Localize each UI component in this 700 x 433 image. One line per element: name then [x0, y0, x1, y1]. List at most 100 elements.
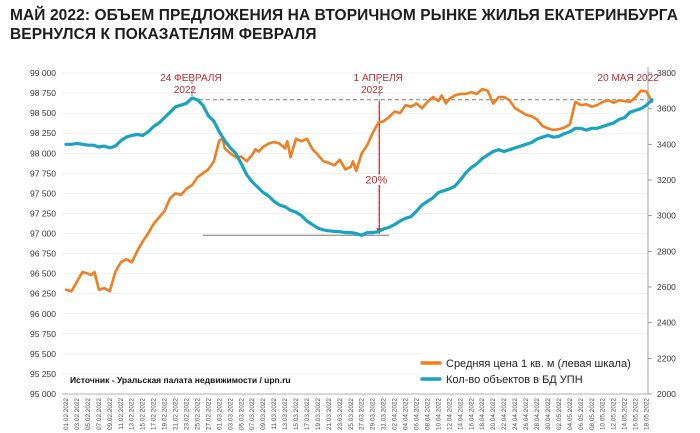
x-tick-label: 04.04.2022 — [403, 398, 410, 430]
x-tick-label: 01.03.2022 — [216, 398, 223, 430]
left-tick-label: 96 000 — [30, 309, 56, 319]
x-tick-label: 23.03.2022 — [337, 398, 344, 430]
right-tick-label: 3400 — [657, 139, 676, 149]
x-tick-label: 08.04.2022 — [424, 398, 431, 430]
left-tick-label: 95 000 — [30, 389, 56, 399]
x-tick-label: 18.04.2022 — [479, 398, 486, 430]
left-tick-label: 95 750 — [30, 329, 56, 339]
right-tick-label: 2800 — [657, 246, 676, 256]
x-tick-label: 06.04.2022 — [414, 398, 421, 430]
x-tick-label: 10.05.2022 — [600, 398, 607, 430]
left-tick-label: 95 500 — [30, 349, 56, 359]
right-tick-label: 3600 — [657, 104, 676, 114]
legend-label: Средняя цена 1 кв. м (левая шкала) — [446, 358, 631, 370]
right-tick-label: 3200 — [657, 175, 676, 185]
left-tick-label: 99 000 — [30, 68, 56, 78]
x-tick-label: 15.03.2022 — [293, 398, 300, 430]
left-tick-label: 98 750 — [30, 88, 56, 98]
left-tick-label: 97 000 — [30, 229, 56, 239]
x-tick-label: 10.04.2022 — [435, 398, 442, 430]
x-tick-label: 05.03.2022 — [238, 398, 245, 430]
x-tick-label: 11.02.2022 — [118, 398, 125, 430]
x-tick-label: 29.03.2022 — [370, 398, 377, 430]
x-tick-label: 06.05.2022 — [578, 398, 585, 430]
x-axis: 01.02.2022 03.02.2022 05.02.2022 07.02.2022… — [62, 393, 651, 430]
x-tick-label: 22.04.2022 — [501, 398, 508, 430]
x-tick-label: 31.03.2022 — [381, 398, 388, 430]
x-tick-label: 25.03.2022 — [348, 398, 355, 430]
count-series-line — [64, 96, 654, 237]
x-tick-label: 04.05.2022 — [567, 398, 574, 430]
x-tick-label: 15.02.2022 — [140, 398, 147, 430]
x-tick-label: 26.04.2022 — [523, 398, 530, 430]
x-tick-label: 13.03.2022 — [282, 398, 289, 430]
x-tick-label: 07.03.2022 — [249, 398, 256, 430]
source-note: Источник - Уральская палата недвижимости… — [70, 375, 291, 385]
x-tick-label: 08.05.2022 — [589, 398, 596, 430]
x-tick-label: 25.02.2022 — [194, 398, 201, 430]
x-tick-label: 19.02.2022 — [162, 398, 169, 430]
x-tick-label: 11.03.2022 — [271, 398, 278, 430]
x-tick-label: 07.02.2022 — [96, 398, 103, 430]
right-tick-label: 2400 — [657, 318, 676, 328]
annotation-date-label: 24 ФЕВРАЛЯ — [160, 73, 222, 84]
annotation-date-label: 20 МАЯ 2022 — [598, 73, 660, 84]
x-tick-label: 20.04.2022 — [490, 398, 497, 430]
x-tick-label: 05.02.2022 — [85, 398, 92, 430]
x-tick-label: 03.03.2022 — [227, 398, 234, 430]
annotation-date-label: 1 АПРЕЛЯ — [354, 73, 403, 84]
left-tick-label: 97 750 — [30, 168, 56, 178]
x-tick-label: 03.02.2022 — [74, 398, 81, 430]
x-tick-label: 14.04.2022 — [457, 398, 464, 430]
left-tick-label: 96 750 — [30, 249, 56, 259]
chart-title-line1: МАЙ 2022: ОБЪЕМ ПРЕДЛОЖЕНИЯ НА ВТОРИЧНОМ… — [10, 7, 679, 24]
annotation-year-label: 2022 — [361, 85, 384, 96]
x-tick-label: 14.05.2022 — [622, 398, 629, 430]
x-tick-label: 16.05.2022 — [633, 398, 640, 430]
x-tick-label: 13.02.2022 — [129, 398, 136, 430]
x-tick-label: 23.02.2022 — [183, 398, 190, 430]
x-tick-label: 12.05.2022 — [611, 398, 618, 430]
chart-title-line2: ВЕРНУЛСЯ К ПОКАЗАТЕЛЯМ ФЕВРАЛЯ — [10, 26, 317, 43]
x-tick-label: 09.03.2022 — [260, 398, 267, 430]
right-tick-label: 2000 — [657, 389, 676, 399]
x-tick-label: 17.02.2022 — [151, 398, 158, 430]
x-tick-label: 28.04.2022 — [534, 398, 541, 430]
right-tick-label: 3000 — [657, 211, 676, 221]
x-tick-label: 09.02.2022 — [107, 398, 114, 430]
x-tick-label: 02.04.2022 — [392, 398, 399, 430]
annotation-year-label: 2022 — [174, 85, 197, 96]
left-tick-label: 97 500 — [30, 188, 56, 198]
x-tick-label: 30.04.2022 — [545, 398, 552, 430]
x-tick-label: 24.04.2022 — [512, 398, 519, 430]
x-tick-label: 02.05.2022 — [556, 398, 563, 430]
price-series-line — [64, 87, 654, 293]
legend-box — [420, 352, 646, 390]
legend-label: Кол-во объектов в БД УПН — [446, 374, 583, 386]
x-tick-label: 27.03.2022 — [359, 398, 366, 430]
left-tick-label: 98 000 — [30, 148, 56, 158]
right-tick-label: 2200 — [657, 353, 676, 363]
left-tick-label: 97 250 — [30, 208, 56, 218]
legend: Средняя цена 1 кв. м (левая шкала) Кол-во… — [420, 352, 646, 390]
x-tick-label: 12.04.2022 — [446, 398, 453, 430]
left-tick-label: 98 500 — [30, 108, 56, 118]
right-tick-label: 3800 — [657, 68, 676, 78]
chart-title: МАЙ 2022: ОБЪЕМ ПРЕДЛОЖЕНИЯ НА ВТОРИЧНОМ… — [10, 6, 690, 44]
x-tick-label: 27.02.2022 — [205, 398, 212, 430]
left-axis: 95 000 95 250 95 500 95 750 96 000 96 250 96 5… — [30, 68, 56, 399]
left-tick-label: 96 500 — [30, 269, 56, 279]
series — [64, 87, 654, 293]
right-axis: 2000 2200 2400 2600 2800 3000 3200 3400 3600 3800 — [647, 67, 676, 399]
x-tick-label: 17.03.2022 — [304, 398, 311, 430]
x-tick-label: 21.03.2022 — [326, 398, 333, 430]
x-tick-label: 19.03.2022 — [315, 398, 322, 430]
x-tick-label: 16.04.2022 — [468, 398, 475, 430]
x-tick-label: 21.02.2022 — [173, 398, 180, 430]
left-tick-label: 96 250 — [30, 289, 56, 299]
left-tick-label: 98 250 — [30, 128, 56, 138]
x-tick-label: 18.05.2022 — [644, 398, 651, 430]
left-tick-label: 95 250 — [30, 369, 56, 379]
change-label: 20% — [365, 175, 387, 187]
